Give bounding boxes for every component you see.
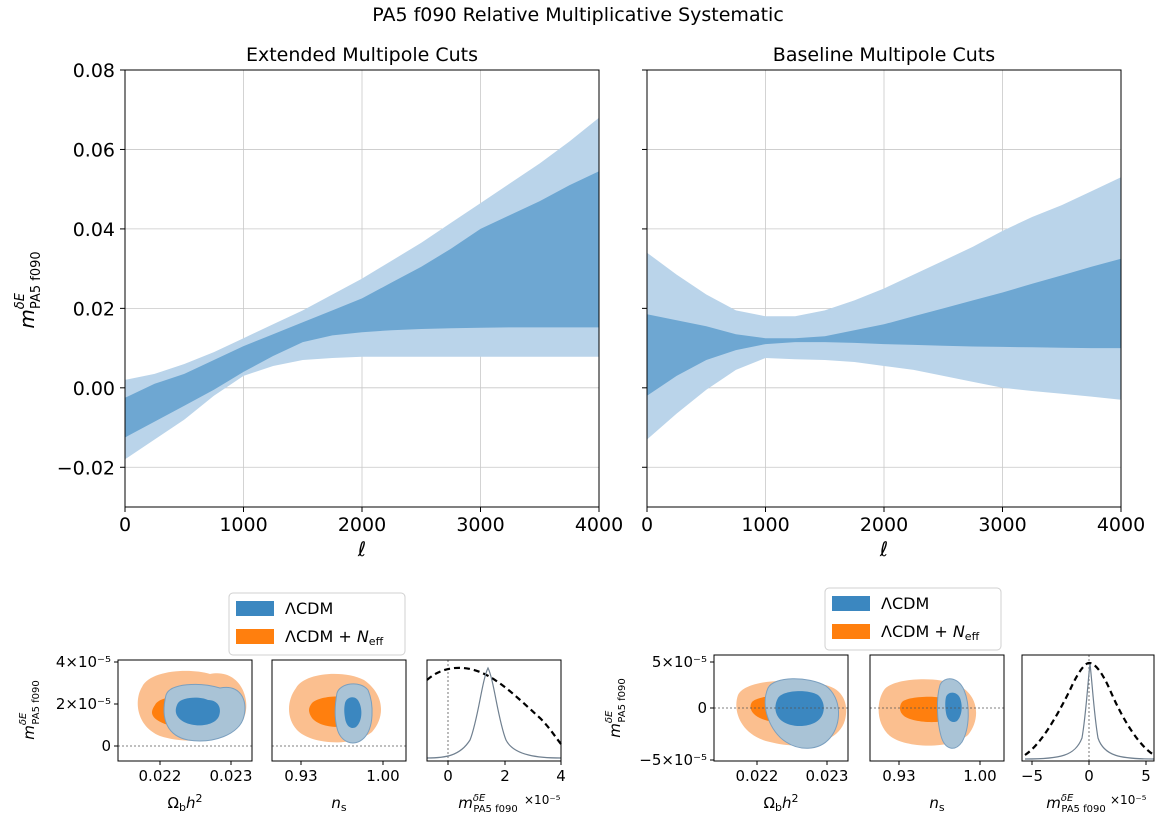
- ext-ombh2-y-label: mδE PA5 f090: [18, 680, 42, 739]
- ext-ns-frame: [271, 659, 407, 762]
- svg-text:mδEPA5 f090: mδEPA5 f090: [604, 678, 628, 737]
- legend-right: ΛCDM ΛCDM + Neff: [824, 587, 1002, 651]
- y-tick-label: 0: [697, 699, 707, 717]
- ext-1d-frame: [426, 659, 562, 762]
- base-ombh2-lcdm-1sigma: [775, 691, 824, 727]
- band-outer: [125, 117, 599, 460]
- x-tick-label: 0.023: [210, 767, 253, 785]
- x-tick-label: 0.023: [806, 767, 849, 785]
- extended-cuts-plot: Extended Multipole Cuts 0 1000 2000 3000 400…: [13, 44, 623, 561]
- y-tick-label: 0.06: [73, 139, 115, 161]
- extended-bands: [125, 117, 599, 460]
- baseline-posterior-panels: 0.022 0.023 −5×10⁻⁵05×10⁻⁵ Ωbh2 mδE PA5 f0…: [604, 653, 1155, 815]
- x-tick-label: 0: [443, 767, 453, 785]
- legend-label-lcdm: ΛCDM: [881, 594, 929, 613]
- ext-ombh2-panel: 0.022 0.023 0 2×10⁻⁵ 4×10⁻⁵ Ωbh2 mδE PA5 f09…: [18, 653, 253, 814]
- base-ns-lcdm-1sigma: [945, 692, 962, 723]
- y-tick-label: 5×10⁻⁵: [652, 653, 707, 671]
- y-tick-label: 0.04: [73, 219, 115, 241]
- x-tick-label: 1000: [219, 514, 267, 536]
- base-1d-panel: −5 0 5 ×10⁻⁵ mδE PA5 f090: [1021, 654, 1155, 815]
- y-tick-label: 0.00: [73, 378, 115, 400]
- figure-title: PA5 f090 Relative Multiplicative Systema…: [372, 4, 784, 26]
- y-tick-label: 0: [101, 737, 111, 755]
- extended-x-ticks: 0 1000 2000 3000 4000: [119, 507, 623, 536]
- x-tick-label: 0.93: [882, 767, 915, 785]
- legend-swatch-lcdm-neff: [236, 629, 274, 644]
- x-tick-label: 0: [1084, 767, 1094, 785]
- x-tick-label: 4: [556, 767, 566, 785]
- extended-x-label: ℓ: [357, 537, 366, 561]
- legend-swatch-lcdm-neff: [832, 624, 870, 639]
- x-tick-label: 1.00: [366, 767, 399, 785]
- x-tick-label: 1.00: [963, 767, 996, 785]
- legend-label-lcdm-neff: ΛCDM + Neff: [285, 627, 384, 648]
- y-tick-label: 0.02: [73, 298, 115, 320]
- base-ombh2-y-label: mδE PA5 f090: [604, 678, 628, 737]
- x-tick-label: 3000: [456, 514, 504, 536]
- base-ns-frame: [869, 654, 1005, 762]
- baseline-x-ticks: 0 1000 2000 3000 4000: [641, 507, 1145, 536]
- x-tick-label: 2000: [338, 514, 386, 536]
- base-1d-neff-curve: [1024, 661, 1155, 756]
- x-tick-label: 2: [500, 767, 510, 785]
- baseline-cuts-plot: Baseline Multipole Cuts 0 1000 2000 3000 400…: [641, 44, 1145, 561]
- x-tick-label: 0: [641, 514, 653, 536]
- x-tick-label: 0.022: [139, 767, 182, 785]
- band-inner: [647, 258, 1121, 396]
- ext-1d-neff-curve: [426, 666, 562, 745]
- baseline-title: Baseline Multipole Cuts: [773, 44, 995, 66]
- ext-ombh2-x-label: Ωbh2: [168, 792, 203, 814]
- x-tick-label: 0.93: [284, 767, 317, 785]
- ext-1d-x-label: mδE PA5 f090: [458, 793, 517, 815]
- y-tick-label: −5×10⁻⁵: [639, 751, 707, 769]
- base-ombh2-panel: 0.022 0.023 −5×10⁻⁵ 0 5×10⁻⁵ Ωbh2 mδE PA5 f0…: [604, 653, 849, 814]
- extended-y-label: mδEPA5 f090: [13, 251, 44, 328]
- base-ombh2-x-label: Ωbh2: [764, 792, 799, 814]
- base-1d-offset-text: ×10⁻⁵: [1110, 793, 1147, 807]
- x-tick-label: 4000: [575, 514, 623, 536]
- extended-title: Extended Multipole Cuts: [246, 44, 478, 66]
- legend-left: ΛCDM ΛCDM + Neff: [228, 592, 406, 656]
- ext-ombh2-lcdm-1sigma: [175, 697, 220, 726]
- legend-label-lcdm: ΛCDM: [285, 599, 333, 618]
- y-tick-label: 2×10⁻⁵: [56, 695, 111, 713]
- baseline-x-label: ℓ: [879, 537, 888, 561]
- ext-ns-x-label: ns: [331, 794, 347, 814]
- x-tick-label: −5: [1021, 767, 1043, 785]
- x-tick-label: 0.022: [736, 767, 779, 785]
- x-tick-label: 4000: [1097, 514, 1145, 536]
- baseline-y-ticks: [642, 69, 647, 468]
- base-1d-frame: [1021, 654, 1155, 762]
- y-tick-label: −0.02: [57, 457, 115, 479]
- band-outer: [647, 177, 1121, 440]
- x-tick-label: 3000: [978, 514, 1026, 536]
- x-tick-label: 5: [1141, 767, 1151, 785]
- extended-y-ticks: −0.02 0.00 0.02 0.04 0.06 0.08: [57, 60, 125, 479]
- svg-text:mδEPA5 f090: mδEPA5 f090: [18, 680, 42, 739]
- x-tick-label: 1000: [741, 514, 789, 536]
- y-tick-label: 0.08: [73, 60, 115, 82]
- svg-text:mδEPA5 f090: mδEPA5 f090: [13, 251, 44, 328]
- base-ns-panel: 0.93 1.00 ns: [869, 654, 1005, 814]
- baseline-bands: [647, 177, 1121, 440]
- x-tick-label: 0: [119, 514, 131, 536]
- legend-label-lcdm-neff: ΛCDM + Neff: [881, 622, 980, 643]
- legend-swatch-lcdm: [832, 596, 870, 611]
- base-1d-x-label: mδE PA5 f090: [1046, 793, 1105, 815]
- legend-swatch-lcdm: [236, 601, 274, 616]
- base-ns-x-label: ns: [929, 794, 945, 814]
- ext-1d-panel: 0 2 4 ×10⁻⁵ mδE PA5 f090: [426, 659, 566, 815]
- ext-ombh2-frame: [117, 659, 253, 762]
- ext-1d-lcdm-curve: [426, 666, 562, 759]
- x-tick-label: 2000: [860, 514, 908, 536]
- extended-posterior-panels: 0.022 0.023 02×10⁻⁵4×10⁻⁵ Ωbh2 mδE PA5 f09…: [18, 653, 566, 815]
- ext-1d-offset-text: ×10⁻⁵: [524, 793, 561, 807]
- ext-ns-lcdm-1sigma: [344, 697, 362, 728]
- base-1d-lcdm-curve: [1024, 663, 1155, 760]
- y-tick-label: 4×10⁻⁵: [56, 653, 111, 671]
- band-inner: [125, 171, 599, 438]
- ext-ns-panel: 0.93 1.00 ns: [271, 659, 407, 814]
